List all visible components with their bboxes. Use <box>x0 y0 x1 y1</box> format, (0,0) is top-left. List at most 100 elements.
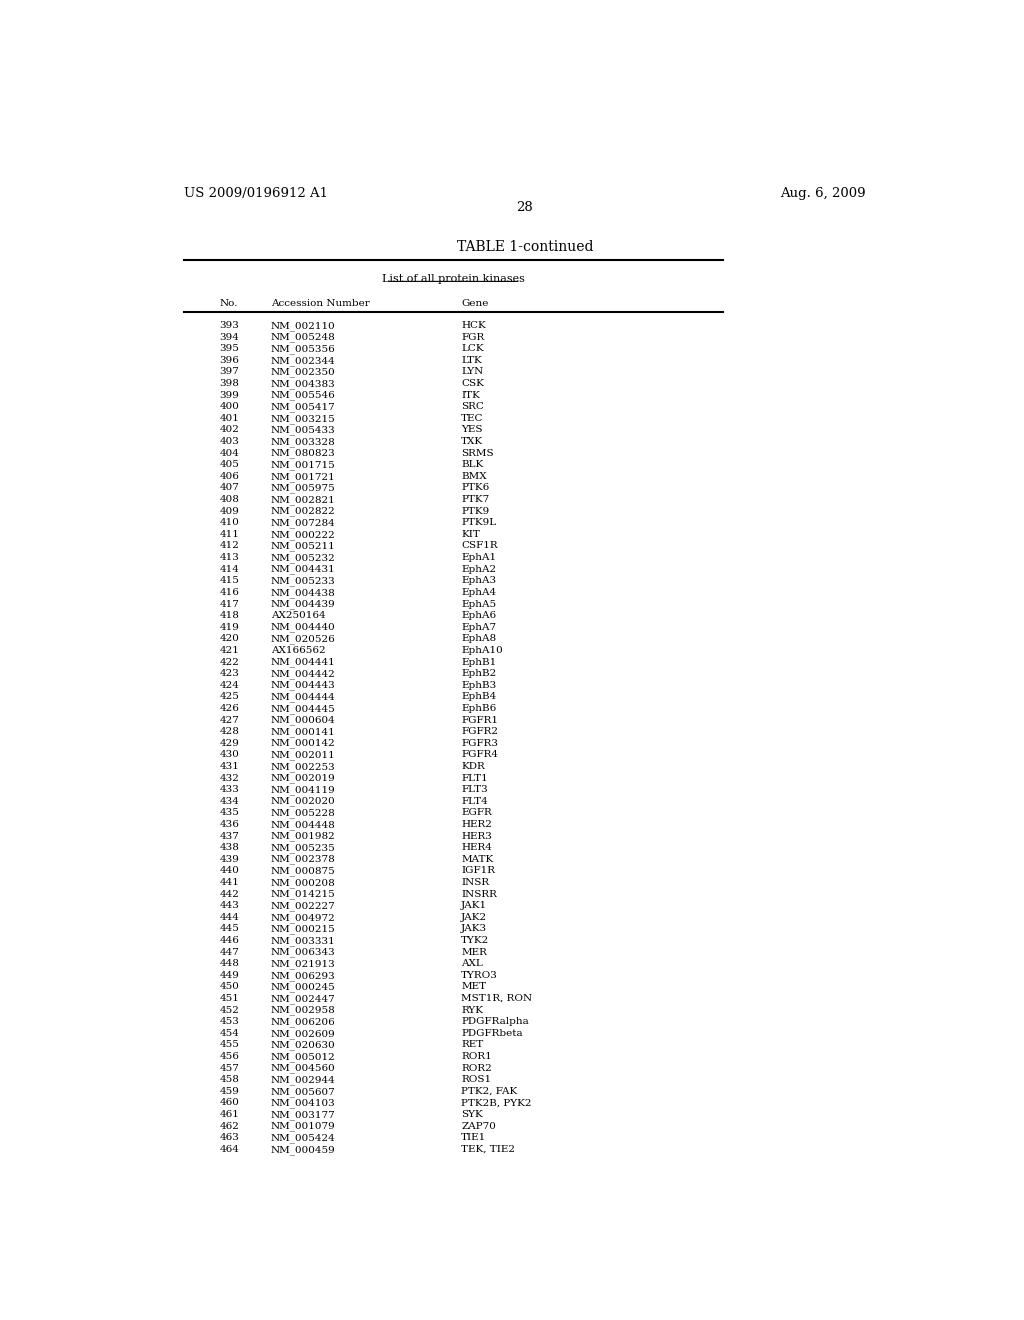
Text: PDGFRbeta: PDGFRbeta <box>461 1028 523 1038</box>
Text: 406: 406 <box>219 471 240 480</box>
Text: 28: 28 <box>516 201 534 214</box>
Text: NM_000222: NM_000222 <box>270 529 336 540</box>
Text: INSR: INSR <box>461 878 489 887</box>
Text: TEC: TEC <box>461 414 483 422</box>
Text: HER3: HER3 <box>461 832 493 841</box>
Text: 449: 449 <box>219 970 240 979</box>
Text: 436: 436 <box>219 820 240 829</box>
Text: NM_005546: NM_005546 <box>270 391 336 400</box>
Text: EphA8: EphA8 <box>461 635 497 643</box>
Text: EphB1: EphB1 <box>461 657 497 667</box>
Text: NM_005233: NM_005233 <box>270 577 336 586</box>
Text: NM_000215: NM_000215 <box>270 924 336 935</box>
Text: 424: 424 <box>219 681 240 690</box>
Text: BMX: BMX <box>461 471 487 480</box>
Text: 421: 421 <box>219 645 240 655</box>
Text: NM_005235: NM_005235 <box>270 843 336 853</box>
Text: 422: 422 <box>219 657 240 667</box>
Text: 401: 401 <box>219 414 240 422</box>
Text: 407: 407 <box>219 483 240 492</box>
Text: AX166562: AX166562 <box>270 645 326 655</box>
Text: EphA7: EphA7 <box>461 623 497 632</box>
Text: SYK: SYK <box>461 1110 483 1119</box>
Text: NM_005975: NM_005975 <box>270 483 336 494</box>
Text: 416: 416 <box>219 587 240 597</box>
Text: TXK: TXK <box>461 437 483 446</box>
Text: FLT1: FLT1 <box>461 774 488 783</box>
Text: 423: 423 <box>219 669 240 678</box>
Text: NM_002821: NM_002821 <box>270 495 336 504</box>
Text: NM_001079: NM_001079 <box>270 1122 336 1131</box>
Text: NM_003331: NM_003331 <box>270 936 336 945</box>
Text: NM_004103: NM_004103 <box>270 1098 336 1109</box>
Text: NM_002609: NM_002609 <box>270 1028 336 1039</box>
Text: 395: 395 <box>219 345 240 354</box>
Text: TABLE 1-continued: TABLE 1-continued <box>457 240 593 253</box>
Text: TEK, TIE2: TEK, TIE2 <box>461 1144 515 1154</box>
Text: JAK2: JAK2 <box>461 913 487 921</box>
Text: PTK9: PTK9 <box>461 507 489 516</box>
Text: LTK: LTK <box>461 356 482 364</box>
Text: 429: 429 <box>219 739 240 747</box>
Text: 442: 442 <box>219 890 240 899</box>
Text: 396: 396 <box>219 356 240 364</box>
Text: 437: 437 <box>219 832 240 841</box>
Text: 439: 439 <box>219 855 240 863</box>
Text: 393: 393 <box>219 321 240 330</box>
Text: 415: 415 <box>219 577 240 585</box>
Text: EphA10: EphA10 <box>461 645 503 655</box>
Text: NM_005424: NM_005424 <box>270 1134 336 1143</box>
Text: EphB2: EphB2 <box>461 669 497 678</box>
Text: NM_000208: NM_000208 <box>270 878 336 887</box>
Text: PTK6: PTK6 <box>461 483 489 492</box>
Text: EphB4: EphB4 <box>461 693 497 701</box>
Text: NM_000141: NM_000141 <box>270 727 336 737</box>
Text: 438: 438 <box>219 843 240 853</box>
Text: 448: 448 <box>219 960 240 969</box>
Text: 462: 462 <box>219 1122 240 1131</box>
Text: CSK: CSK <box>461 379 484 388</box>
Text: 409: 409 <box>219 507 240 516</box>
Text: EphA6: EphA6 <box>461 611 497 620</box>
Text: LYN: LYN <box>461 367 483 376</box>
Text: No.: No. <box>219 298 238 308</box>
Text: NM_004443: NM_004443 <box>270 681 336 690</box>
Text: NM_003328: NM_003328 <box>270 437 336 446</box>
Text: 417: 417 <box>219 599 240 609</box>
Text: NM_005228: NM_005228 <box>270 808 336 818</box>
Text: HCK: HCK <box>461 321 486 330</box>
Text: FGFR1: FGFR1 <box>461 715 499 725</box>
Text: NM_006206: NM_006206 <box>270 1018 336 1027</box>
Text: PDGFRalpha: PDGFRalpha <box>461 1018 529 1026</box>
Text: NM_002822: NM_002822 <box>270 507 336 516</box>
Text: EphA2: EphA2 <box>461 565 497 574</box>
Text: 464: 464 <box>219 1144 240 1154</box>
Text: SRMS: SRMS <box>461 449 494 458</box>
Text: 452: 452 <box>219 1006 240 1015</box>
Text: FGFR2: FGFR2 <box>461 727 499 737</box>
Text: AXL: AXL <box>461 960 483 969</box>
Text: NM_021913: NM_021913 <box>270 960 336 969</box>
Text: 458: 458 <box>219 1076 240 1084</box>
Text: NM_000875: NM_000875 <box>270 866 336 876</box>
Text: TYK2: TYK2 <box>461 936 489 945</box>
Text: RET: RET <box>461 1040 483 1049</box>
Text: 430: 430 <box>219 750 240 759</box>
Text: 400: 400 <box>219 403 240 412</box>
Text: NM_000459: NM_000459 <box>270 1144 336 1155</box>
Text: NM_004445: NM_004445 <box>270 704 336 714</box>
Text: JAK3: JAK3 <box>461 924 487 933</box>
Text: NM_001715: NM_001715 <box>270 461 336 470</box>
Text: 454: 454 <box>219 1028 240 1038</box>
Text: IGF1R: IGF1R <box>461 866 496 875</box>
Text: 453: 453 <box>219 1018 240 1026</box>
Text: 418: 418 <box>219 611 240 620</box>
Text: 459: 459 <box>219 1086 240 1096</box>
Text: EphA3: EphA3 <box>461 577 497 585</box>
Text: 433: 433 <box>219 785 240 795</box>
Text: NM_005248: NM_005248 <box>270 333 336 342</box>
Text: NM_002344: NM_002344 <box>270 356 336 366</box>
Text: MER: MER <box>461 948 487 957</box>
Text: NM_006293: NM_006293 <box>270 970 336 981</box>
Text: NM_004439: NM_004439 <box>270 599 336 610</box>
